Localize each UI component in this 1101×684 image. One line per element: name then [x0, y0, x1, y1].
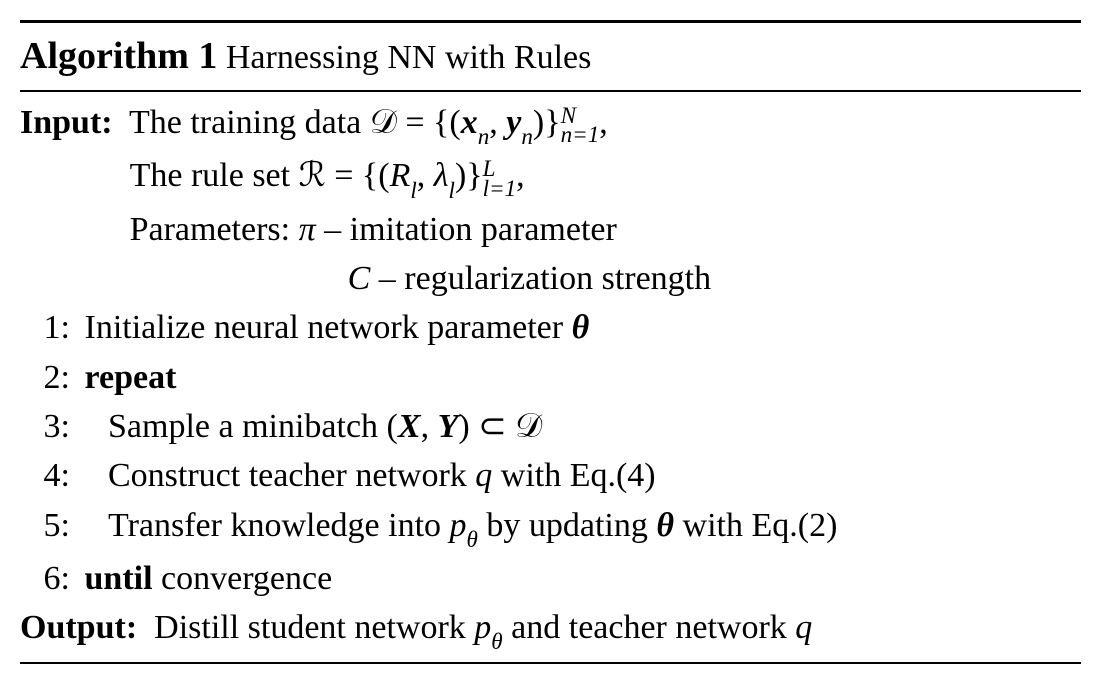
s4text: Construct teacher network [108, 457, 475, 494]
input-line-param1: Input: Parameters: π – imitation paramet… [20, 205, 1081, 254]
output-content: Distill student network pθ and teacher n… [137, 603, 812, 656]
lineno-4: 4: [20, 451, 76, 500]
training-prefix: The training data [113, 104, 370, 141]
s5rest: with Eq.(2) [674, 507, 837, 544]
input-line-data: Input: The training data 𝒟 = {(xn, yn)}N… [20, 98, 1081, 151]
R-sub: l [410, 178, 416, 204]
pi-desc: – imitation parameter [316, 211, 617, 248]
rule-set: The rule set ℛ = {(Rl, λl)}Ll=1, [130, 151, 525, 204]
close: )} [533, 104, 561, 141]
step-3: 3: Sample a minibatch (X, Y) ⊂ 𝒟 [20, 402, 1081, 451]
training-limits: Nn=1 [561, 107, 600, 146]
output-label: Output: [20, 603, 137, 656]
s5mid: by updating [478, 507, 656, 544]
lineno-3: 3: [20, 402, 76, 451]
x: x [461, 104, 478, 141]
s1text: Initialize neural network parameter [76, 309, 572, 346]
s5psub: θ [467, 527, 478, 553]
s1theta: θ [572, 309, 590, 346]
lower: n=1 [561, 126, 600, 146]
training-data: The training data 𝒟 = {(xn, yn)}Nn=1, [113, 98, 608, 151]
oq: q [795, 609, 812, 646]
s4rest: with Eq.(4) [492, 457, 655, 494]
input-line-rules: Input: The rule set ℛ = {(Rl, λl)}Ll=1, [20, 151, 1081, 204]
step-6: 6: until convergence [20, 554, 1081, 603]
step-2: 2: repeat [20, 353, 1081, 402]
rc1: , [417, 157, 434, 194]
y: y [506, 104, 521, 141]
lambda: λ [434, 157, 449, 194]
step1-content: Initialize neural network parameter θ [76, 303, 589, 352]
Y: Y [438, 408, 459, 445]
R: R [390, 157, 411, 194]
s5text: Transfer knowledge into [108, 507, 450, 544]
algorithm-title-text: Harnessing NN with Rules [226, 39, 591, 76]
step5-content: Transfer knowledge into pθ by updating θ… [76, 501, 837, 554]
s5p: p [450, 507, 467, 544]
s6cond: convergence [153, 560, 333, 597]
C-symbol: C [348, 260, 371, 297]
otext: Distill student network [137, 609, 474, 646]
lineno-2: 2: [20, 353, 76, 402]
lineno-1: 1: [20, 303, 76, 352]
algorithm-header: Algorithm 1 Harnessing NN with Rules [20, 23, 1081, 92]
algorithm-box: Algorithm 1 Harnessing NN with Rules Inp… [20, 20, 1081, 664]
pi-symbol: π [299, 211, 316, 248]
c1: , [489, 104, 506, 141]
step6-content: until convergence [76, 554, 332, 603]
rlower: l=1 [483, 180, 517, 200]
params-label: Parameters: [130, 211, 299, 248]
algorithm-number: Algorithm 1 [20, 35, 217, 77]
rclose: )} [455, 157, 483, 194]
input-line-param2: Input: C – regularization strength [20, 254, 1081, 303]
training-symbol: 𝒟 [370, 104, 397, 141]
s3text: Sample a minibatch ( [108, 408, 398, 445]
lambda-sub: l [449, 178, 455, 204]
rule-prefix: The rule set [130, 157, 299, 194]
opsub: θ [491, 629, 502, 655]
step-5: 5: Transfer knowledge into pθ by updatin… [20, 501, 1081, 554]
output-line: Output: Distill student network pθ and t… [20, 603, 1081, 656]
rule-eq: = {( [326, 157, 390, 194]
op: p [474, 609, 491, 646]
s6kw: until [76, 560, 153, 597]
rule-symbol: ℛ [299, 157, 326, 194]
s3D: 𝒟 [515, 408, 542, 445]
param2: C – regularization strength [130, 254, 712, 303]
x-sub: n [478, 124, 490, 150]
omid: and teacher network [503, 609, 796, 646]
y-sub: n [521, 124, 533, 150]
subset: ) ⊂ [458, 408, 515, 445]
s4q: q [475, 457, 492, 494]
rule-limits: Ll=1 [483, 160, 517, 199]
C-desc: – regularization strength [370, 260, 711, 297]
s5theta: θ [656, 507, 674, 544]
lineno-6: 6: [20, 554, 76, 603]
step3-content: Sample a minibatch (X, Y) ⊂ 𝒟 [76, 402, 542, 451]
step-4: 4: Construct teacher network q with Eq.(… [20, 451, 1081, 500]
algorithm-body: Input: The training data 𝒟 = {(xn, yn)}N… [20, 92, 1081, 662]
lineno-5: 5: [20, 501, 76, 554]
s2kw: repeat [76, 353, 176, 402]
input-label: Input: [20, 98, 113, 151]
X: X [398, 408, 421, 445]
step4-content: Construct teacher network q with Eq.(4) [76, 451, 656, 500]
s3comma: , [421, 408, 438, 445]
comma-end: , [599, 104, 608, 141]
rcomma-end: , [516, 157, 525, 194]
step-1: 1: Initialize neural network parameter θ [20, 303, 1081, 352]
training-eq: = {( [397, 104, 461, 141]
param1: Parameters: π – imitation parameter [130, 205, 617, 254]
